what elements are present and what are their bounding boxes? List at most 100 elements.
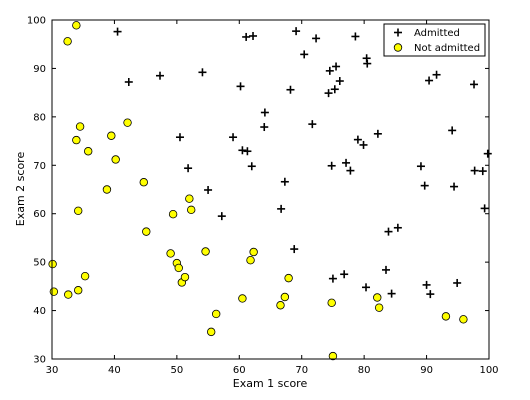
admitted-point [217, 212, 226, 221]
not-admitted-point [72, 135, 81, 145]
not-admitted-point [48, 259, 57, 269]
admitted-point [353, 135, 362, 144]
admitted-point [425, 76, 434, 85]
admitted-point [335, 77, 344, 86]
admitted-point [448, 126, 457, 135]
x-tick-labels: 30 40 50 60 70 80 90 100 [46, 365, 499, 376]
data-points [48, 21, 492, 361]
admitted-point [277, 204, 286, 213]
not-admitted-point [168, 209, 178, 219]
admitted-point [393, 223, 402, 232]
admitted-point [328, 274, 337, 283]
not-admitted-point [84, 147, 93, 156]
admitted-point [470, 80, 479, 89]
not-admitted-point [374, 303, 384, 312]
x-tick-label: 30 [46, 365, 59, 376]
not-admitted-point [238, 294, 247, 303]
admitted-point [300, 50, 309, 59]
x-axis-label: Exam 1 score [233, 377, 308, 390]
not-admitted-point [102, 185, 112, 194]
not-admitted-point [328, 351, 338, 361]
not-admitted-point [107, 131, 116, 140]
admitted-point [249, 31, 258, 40]
plot-area-background [52, 20, 489, 359]
admitted-point [238, 146, 247, 155]
not-admitted-point [74, 206, 83, 216]
admitted-point [175, 133, 184, 142]
plot-area-frame [51, 19, 490, 360]
admitted-point [480, 204, 489, 213]
admitted-point [342, 158, 351, 167]
admitted-point [340, 270, 349, 279]
admitted-point [387, 289, 396, 298]
not-admitted-point [80, 271, 90, 281]
y-tick-label: 100 [27, 16, 46, 27]
not-admitted-point [441, 312, 451, 321]
not-admitted-point [174, 263, 183, 273]
legend-not-admitted-label: Not admitted [414, 43, 480, 54]
not-admitted-point [211, 309, 221, 319]
admitted-point [325, 66, 334, 75]
admitted-point [381, 265, 390, 274]
x-tick-label: 70 [295, 365, 308, 376]
legend: Admitted Not admitted [383, 23, 486, 57]
legend-not-admitted-marker [393, 43, 403, 52]
admitted-point [204, 185, 213, 194]
legend-admitted-marker [394, 28, 402, 37]
admitted-point [384, 227, 393, 236]
admitted-point [286, 85, 295, 94]
y-tick-label: 70 [33, 161, 46, 172]
legend-admitted-label: Admitted [414, 28, 460, 39]
x-tick-label: 50 [170, 365, 183, 376]
not-admitted-point [373, 293, 382, 302]
not-admitted-point [123, 118, 132, 127]
not-admitted-point [142, 227, 151, 236]
admitted-point [242, 32, 251, 41]
admitted-point [324, 89, 333, 98]
not-admitted-point [276, 301, 285, 310]
legend-plus-symbol [394, 28, 402, 37]
not-admitted-point [111, 155, 120, 164]
not-admitted-point [280, 292, 290, 302]
not-admitted-point [187, 205, 196, 215]
legend-box [383, 23, 486, 57]
x-tick-label: 90 [420, 365, 433, 376]
admitted-point [416, 162, 425, 171]
admitted-point [330, 85, 339, 94]
admitted-point [362, 283, 371, 292]
y-tick-label: 50 [33, 258, 46, 269]
admitted-point [422, 280, 431, 289]
admitted-point [373, 129, 382, 138]
x-tick-label: 60 [233, 365, 246, 376]
admitted-point [124, 77, 133, 86]
legend-circle-symbol [393, 43, 403, 52]
not-admitted-point [74, 286, 83, 295]
x-tick-label: 80 [358, 365, 371, 376]
admitted-point [280, 177, 289, 186]
not-admitted-point [284, 273, 293, 283]
y-tick-label: 60 [33, 209, 46, 220]
y-axis-label: Exam 2 score [14, 152, 27, 227]
not-admitted-point [63, 37, 72, 46]
admitted-point [236, 82, 245, 91]
y-tick-label: 40 [33, 306, 46, 317]
admitted-point [243, 147, 252, 156]
admitted-point [351, 32, 360, 41]
x-tick-label: 40 [108, 365, 121, 376]
not-admitted-point [459, 315, 468, 324]
admitted-point [332, 62, 341, 71]
admitted-point [483, 149, 492, 158]
admitted-point [426, 290, 435, 299]
admitted-point [113, 27, 122, 36]
y-tick-labels: 30 40 50 60 70 80 90 100 [27, 16, 46, 366]
admitted-point [470, 166, 479, 175]
not-admitted-point [246, 256, 255, 265]
admitted-point [156, 71, 165, 80]
not-admitted-point [185, 194, 194, 203]
admitted-point [312, 34, 321, 43]
y-tick-label: 90 [33, 64, 46, 75]
not-admitted-point [249, 247, 258, 257]
admitted-point [453, 278, 462, 287]
not-admitted-point [72, 21, 81, 30]
